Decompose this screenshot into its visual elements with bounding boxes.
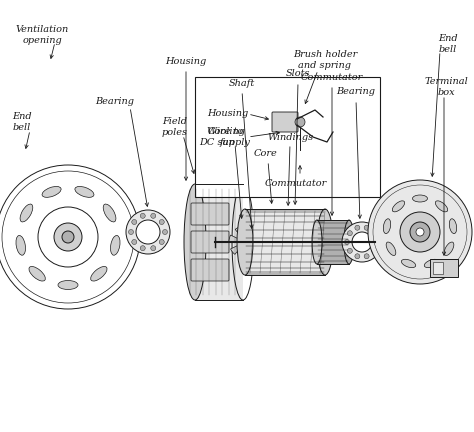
Bar (317, 220, 349, 264)
Ellipse shape (412, 195, 428, 202)
Ellipse shape (103, 204, 116, 222)
Circle shape (345, 239, 349, 245)
Circle shape (372, 231, 377, 236)
Bar (433, 262, 443, 274)
Ellipse shape (20, 204, 33, 222)
FancyBboxPatch shape (191, 259, 229, 281)
Ellipse shape (16, 235, 26, 255)
Circle shape (136, 220, 160, 244)
FancyBboxPatch shape (272, 112, 298, 132)
Circle shape (416, 228, 424, 236)
Bar (195, 77, 380, 197)
Circle shape (163, 229, 167, 235)
Ellipse shape (110, 235, 120, 255)
Circle shape (151, 213, 156, 218)
Wedge shape (229, 235, 245, 242)
Wedge shape (245, 242, 259, 254)
Circle shape (364, 225, 369, 230)
Circle shape (132, 239, 137, 245)
Text: Slots: Slots (286, 70, 310, 79)
Ellipse shape (58, 280, 78, 289)
Ellipse shape (386, 242, 396, 255)
Text: Terminal
box: Terminal box (424, 77, 468, 97)
Text: Brush holder
and spring: Brush holder and spring (293, 50, 357, 70)
Circle shape (368, 180, 472, 284)
Wedge shape (241, 242, 248, 258)
Wedge shape (230, 242, 245, 254)
Ellipse shape (91, 267, 107, 281)
Text: Bearing: Bearing (95, 98, 135, 107)
Circle shape (355, 225, 360, 230)
Circle shape (151, 246, 156, 251)
Circle shape (241, 238, 249, 246)
FancyBboxPatch shape (191, 203, 229, 225)
Text: Bearing: Bearing (337, 88, 375, 96)
Text: End
bell: End bell (438, 34, 458, 54)
Ellipse shape (237, 209, 253, 275)
Circle shape (347, 248, 352, 253)
Circle shape (159, 239, 164, 245)
Circle shape (140, 213, 145, 218)
Text: End
bell: End bell (12, 112, 32, 132)
FancyBboxPatch shape (191, 231, 229, 253)
Ellipse shape (444, 242, 454, 255)
Circle shape (159, 219, 164, 225)
Circle shape (347, 231, 352, 236)
Wedge shape (245, 226, 255, 242)
Text: Cooling
fan: Cooling fan (208, 127, 246, 147)
Circle shape (374, 239, 380, 245)
Wedge shape (245, 235, 261, 242)
Bar (245, 209, 325, 275)
Ellipse shape (383, 219, 391, 234)
Ellipse shape (401, 259, 416, 268)
Circle shape (352, 232, 372, 252)
Circle shape (400, 212, 440, 252)
Text: Windings: Windings (267, 133, 313, 142)
Ellipse shape (435, 201, 448, 212)
Ellipse shape (317, 209, 333, 275)
Polygon shape (195, 184, 243, 300)
Text: Ventilation
opening: Ventilation opening (15, 25, 69, 44)
Circle shape (62, 231, 74, 243)
Text: Field
poles: Field poles (162, 118, 188, 137)
Ellipse shape (312, 220, 322, 264)
Ellipse shape (184, 184, 206, 300)
Ellipse shape (42, 187, 61, 197)
Ellipse shape (449, 219, 456, 234)
Text: Wire to
DC supply: Wire to DC supply (200, 127, 250, 147)
Circle shape (295, 117, 305, 127)
Circle shape (140, 246, 145, 251)
Text: Housing: Housing (165, 57, 207, 67)
Text: Core: Core (254, 149, 278, 159)
Text: Shaft: Shaft (229, 79, 255, 89)
Ellipse shape (424, 259, 438, 268)
Circle shape (132, 219, 137, 225)
Ellipse shape (344, 220, 354, 264)
Text: Housing: Housing (207, 109, 249, 118)
Circle shape (372, 248, 377, 253)
Circle shape (126, 210, 170, 254)
Ellipse shape (29, 267, 46, 281)
Circle shape (128, 229, 134, 235)
Text: Commutator: Commutator (265, 180, 327, 188)
Wedge shape (235, 226, 245, 242)
Circle shape (364, 254, 369, 259)
Circle shape (410, 222, 430, 242)
Text: Commutator: Commutator (301, 73, 363, 82)
Circle shape (54, 223, 82, 251)
Ellipse shape (75, 187, 94, 197)
Circle shape (342, 222, 382, 262)
Circle shape (355, 254, 360, 259)
FancyBboxPatch shape (430, 259, 458, 277)
Ellipse shape (392, 201, 405, 212)
